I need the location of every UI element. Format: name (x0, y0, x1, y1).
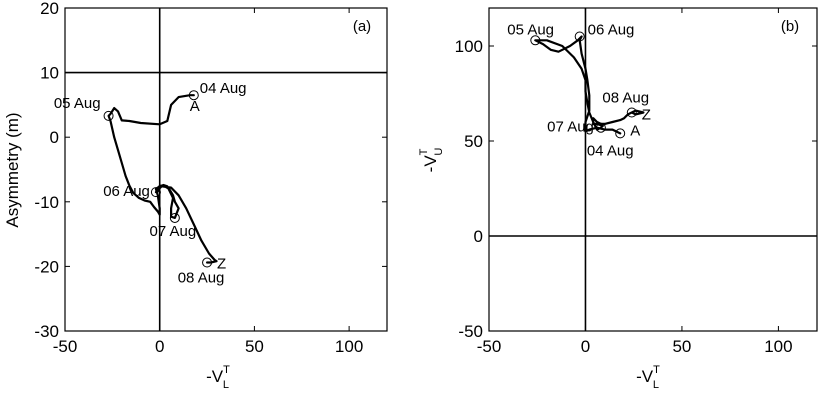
date-marker (150, 187, 161, 198)
date-marker (103, 110, 114, 121)
x-tick-label: -50 (53, 337, 78, 356)
x-tick-label: 0 (155, 337, 164, 356)
panel-b: -50 0 50 100 -50 0 50 100 04 Aug 05 Aug 06 Aug 07 A… (418, 7, 818, 391)
y-tick-label: 20 (40, 0, 59, 18)
endpoint-label: A (190, 98, 200, 115)
date-label: 05 Aug (507, 21, 554, 38)
trajectory-line (107, 94, 218, 264)
x-tick-label: -50 (477, 337, 502, 356)
date-label: 08 Aug (602, 90, 649, 107)
y-tick-label: 10 (40, 64, 59, 83)
panel-label: (a) (353, 18, 371, 35)
date-label: 08 Aug (178, 270, 225, 287)
y-axis-label: Asymmetry (m) (3, 112, 22, 227)
x-tick-label: 100 (335, 337, 363, 356)
date-label: 05 Aug (54, 95, 101, 112)
date-marker (595, 122, 606, 133)
endpoint-label: A (630, 122, 640, 139)
x-axis-label: -VT L (206, 364, 230, 391)
date-label: 07 Aug (149, 223, 196, 240)
y-tick-label: -50 (458, 322, 483, 341)
y-tick-label: -10 (34, 193, 59, 212)
trajectory-line (534, 35, 645, 135)
y-tick-label: -20 (34, 257, 59, 276)
date-label: 04 Aug (587, 142, 634, 159)
x-tick-label: 100 (764, 337, 792, 356)
panel-label: (b) (781, 18, 799, 35)
date-label: 07 Aug (547, 119, 594, 136)
date-label: 06 Aug (588, 22, 635, 39)
date-marker (615, 128, 626, 139)
date-marker (574, 31, 585, 42)
y-tick-label: -30 (34, 322, 59, 341)
date-label: 06 Aug (103, 183, 150, 200)
x-axis-label: -VT L (636, 364, 660, 391)
date-marker (202, 257, 213, 268)
date-marker (169, 212, 180, 223)
y-tick-label: 0 (474, 227, 483, 246)
endpoint-label: Z (642, 107, 651, 124)
y-tick-label: 0 (50, 128, 59, 147)
x-tick-label: 50 (672, 337, 691, 356)
y-tick-label: 50 (464, 132, 483, 151)
date-marker (530, 35, 541, 46)
endpoint-label: Z (217, 256, 226, 273)
y-axis-label: -VT U (418, 148, 445, 173)
panel-a: -50 0 50 100 -30 -20 -10 0 10 20 04 Aug 05 Aug 06 Au… (3, 0, 388, 391)
y-tick-label: 100 (455, 37, 483, 56)
x-tick-label: 0 (581, 337, 590, 356)
date-marker (188, 90, 199, 101)
plot-frame (64, 7, 388, 332)
plot-frame (488, 7, 818, 332)
date-marker (626, 107, 637, 118)
x-tick-label: 50 (245, 337, 264, 356)
date-label: 04 Aug (200, 80, 247, 97)
